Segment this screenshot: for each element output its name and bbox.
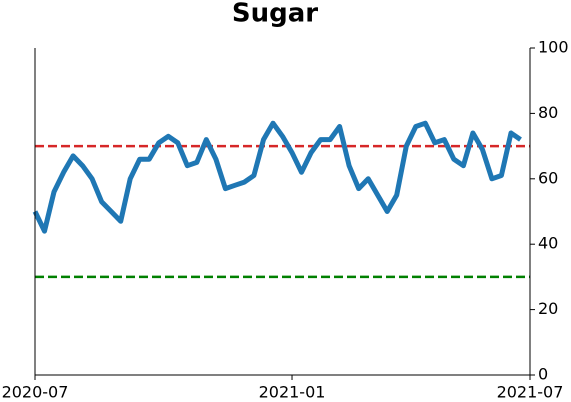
y-tick-label: 40 bbox=[538, 234, 558, 253]
y-tick-label: 0 bbox=[538, 365, 548, 384]
y-tick-label: 100 bbox=[538, 38, 569, 57]
x-tick-label: 2021-07 bbox=[497, 383, 564, 402]
y-tick-label: 80 bbox=[538, 103, 558, 122]
x-tick-label: 2020-07 bbox=[2, 383, 69, 402]
x-tick-label: 2021-01 bbox=[259, 383, 326, 402]
y-tick-label: 20 bbox=[538, 299, 558, 318]
data-line bbox=[32, 120, 522, 234]
y-tick-label: 60 bbox=[538, 168, 558, 187]
chart-title: Sugar bbox=[232, 0, 318, 29]
